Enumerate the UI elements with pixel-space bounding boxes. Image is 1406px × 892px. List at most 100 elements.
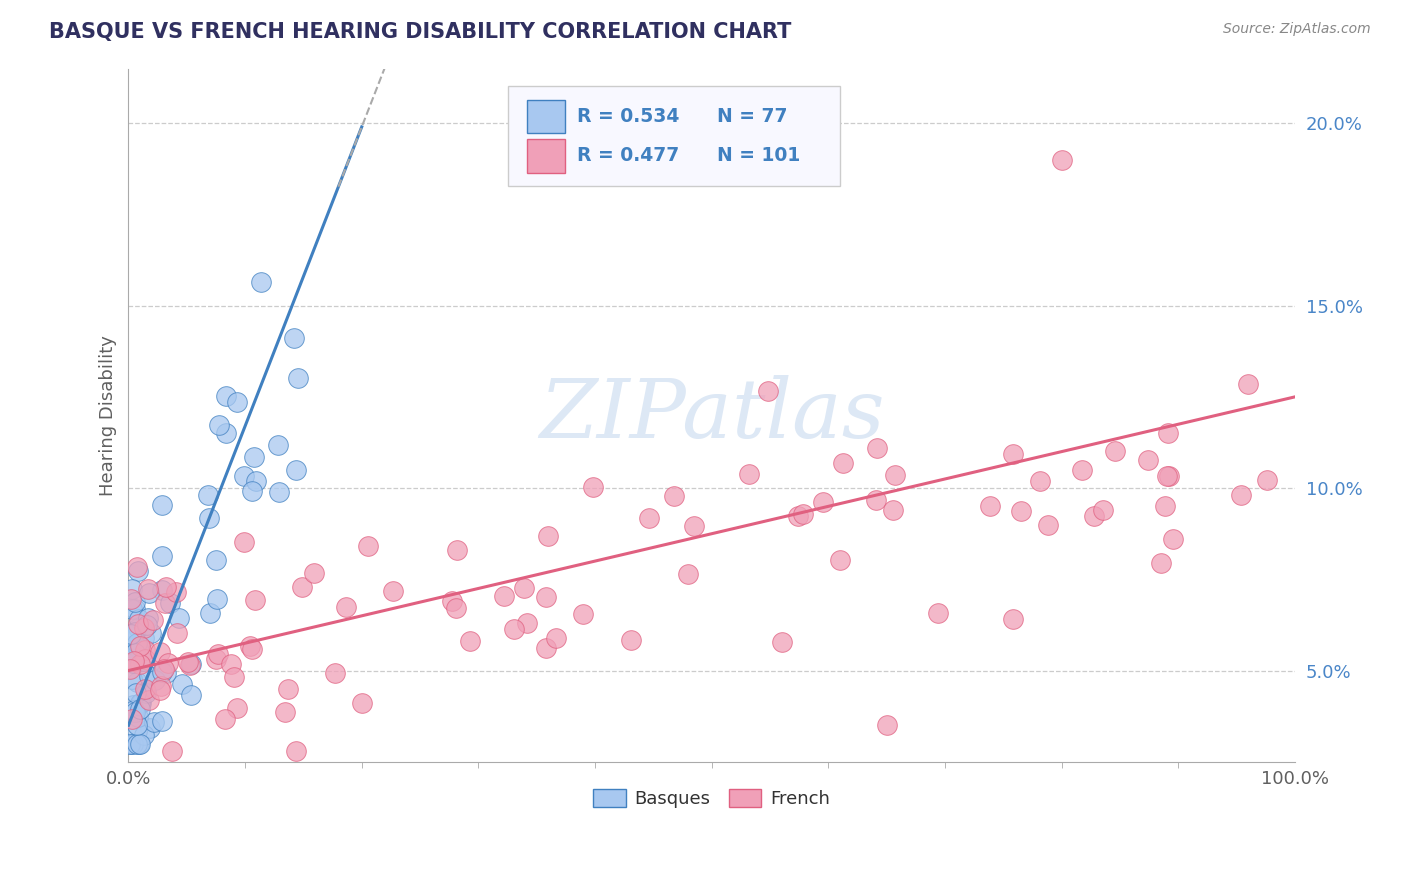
Point [207, 592, 229, 607]
Point [128, 696, 150, 710]
Point [135, 684, 157, 698]
Point [219, 657, 242, 671]
Point [285, 463, 308, 477]
Point [155, 596, 177, 610]
Point [156, 657, 179, 671]
Point [149, 645, 172, 659]
Point [1229, 488, 1251, 502]
Point [1010, 504, 1032, 518]
Point [637, 510, 659, 524]
Point [155, 665, 177, 680]
Point [335, 599, 357, 614]
Point [125, 635, 148, 649]
Point [446, 543, 468, 558]
Text: ZIPatlas: ZIPatlas [538, 376, 884, 455]
Point [150, 665, 173, 680]
Point [214, 712, 236, 726]
Point [150, 498, 173, 512]
Point [792, 507, 814, 521]
Point [180, 689, 202, 703]
Point [125, 724, 148, 739]
Point [1154, 500, 1177, 514]
Y-axis label: Hearing Disability: Hearing Disability [100, 334, 117, 496]
Point [865, 493, 887, 508]
Point [120, 737, 142, 751]
Point [1256, 473, 1278, 487]
Point [177, 655, 200, 669]
Point [179, 657, 201, 672]
Point [204, 553, 226, 567]
Point [149, 679, 172, 693]
Point [120, 627, 142, 641]
Point [134, 652, 156, 666]
Point [352, 696, 374, 710]
Point [142, 715, 165, 730]
Point [534, 590, 557, 604]
Point [1050, 153, 1073, 167]
FancyBboxPatch shape [508, 86, 839, 186]
Point [979, 500, 1001, 514]
Point [120, 591, 142, 606]
Point [129, 701, 152, 715]
Point [1071, 462, 1094, 476]
Point [167, 611, 190, 625]
FancyBboxPatch shape [527, 139, 565, 172]
FancyBboxPatch shape [527, 100, 565, 133]
Point [124, 705, 146, 719]
Point [682, 519, 704, 533]
Point [882, 503, 904, 517]
Point [232, 469, 254, 483]
Text: N = 101: N = 101 [717, 146, 800, 165]
Point [134, 681, 156, 696]
Point [159, 596, 181, 610]
Point [582, 480, 605, 494]
Point [1136, 453, 1159, 467]
Point [149, 682, 172, 697]
Point [441, 594, 464, 608]
Point [233, 534, 256, 549]
Point [118, 640, 141, 655]
Point [128, 612, 150, 626]
Point [125, 559, 148, 574]
Legend: Basques, French: Basques, French [586, 781, 838, 815]
Point [129, 639, 152, 653]
Point [664, 489, 686, 503]
Point [492, 589, 515, 603]
Point [1091, 503, 1114, 517]
Point [274, 705, 297, 719]
Point [243, 450, 266, 465]
Point [141, 626, 163, 640]
Point [125, 718, 148, 732]
Point [830, 552, 852, 566]
Point [122, 698, 145, 713]
Point [866, 441, 889, 455]
Point [127, 617, 149, 632]
Point [118, 662, 141, 676]
Point [127, 641, 149, 656]
Point [138, 669, 160, 683]
Point [1150, 556, 1173, 570]
Point [516, 616, 538, 631]
Point [277, 681, 299, 696]
Point [1036, 517, 1059, 532]
Point [208, 418, 231, 433]
Point [572, 607, 595, 621]
Point [150, 582, 173, 597]
Point [444, 600, 467, 615]
Point [245, 474, 267, 488]
Point [1104, 444, 1126, 458]
Point [502, 622, 524, 636]
Point [756, 384, 779, 398]
Text: R = 0.477: R = 0.477 [578, 146, 679, 165]
Point [207, 647, 229, 661]
Point [1237, 376, 1260, 391]
Point [127, 737, 149, 751]
Point [356, 539, 378, 553]
Point [381, 584, 404, 599]
Point [240, 483, 263, 498]
Point [287, 371, 309, 385]
Point [127, 709, 149, 723]
Point [118, 639, 141, 653]
Point [1083, 508, 1105, 523]
Point [143, 673, 166, 687]
